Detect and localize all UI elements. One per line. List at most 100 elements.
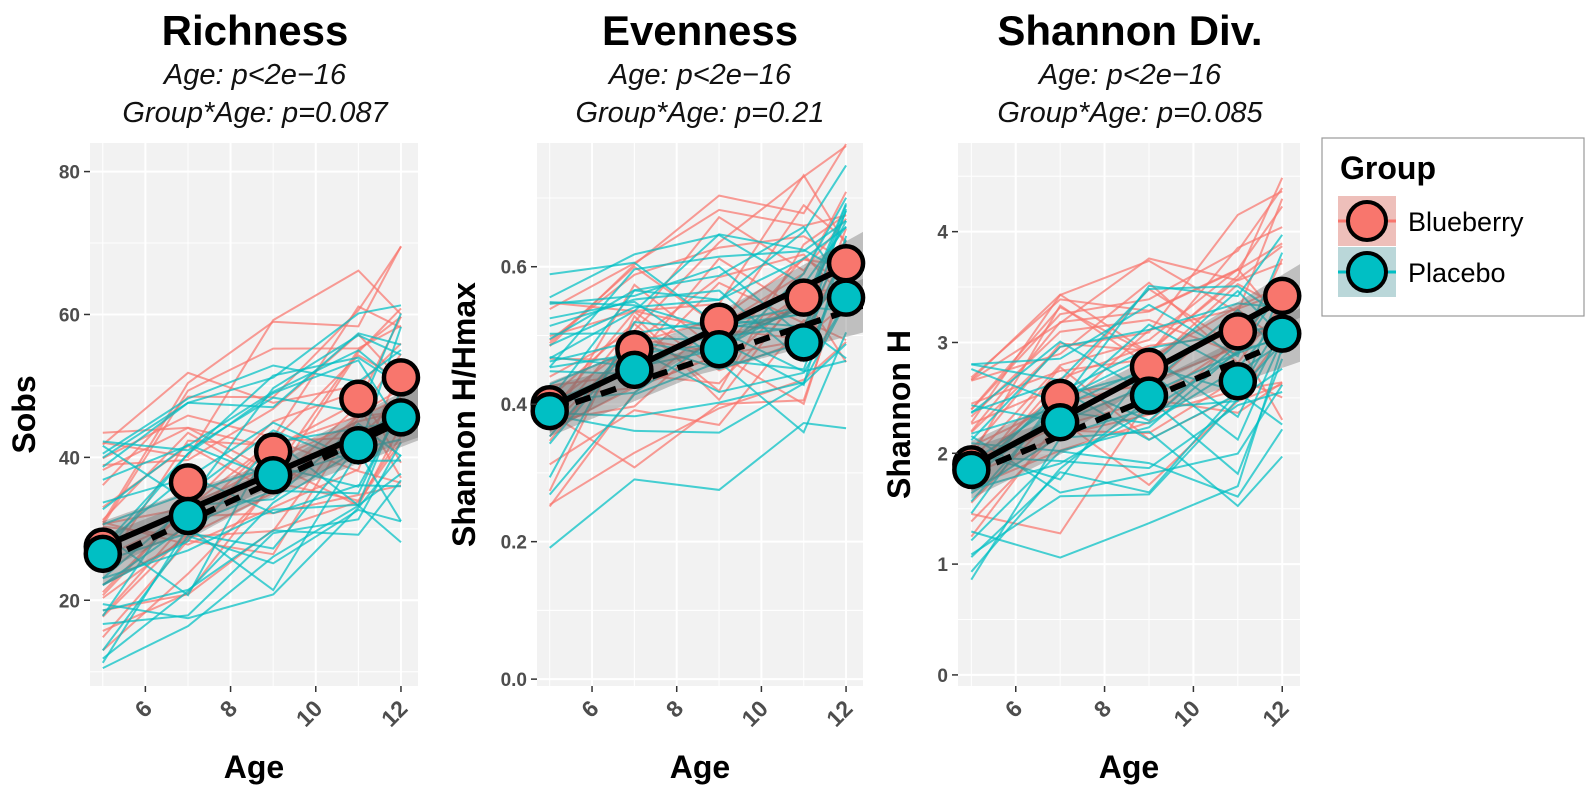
- trajectory-line: [102, 479, 402, 612]
- x-tick-label: 12: [376, 695, 412, 731]
- y-tick-label: 0.2: [501, 533, 527, 554]
- trajectory-line: [970, 390, 1283, 558]
- mean-point-placebo: [168, 496, 208, 536]
- y-tick-label: 0.4: [501, 395, 528, 416]
- mean-point-placebo: [1129, 376, 1169, 415]
- trajectory-line: [971, 391, 1283, 470]
- panel-subtitle-age: Age: p<2e−16: [607, 59, 792, 91]
- panel-evenness: 0.0 0.2 0.4 0.6 6 8 10 12 Evenness Age: p<2e−16 Gr…: [446, 7, 866, 785]
- panel-subtitle-age: Age: p<2e−16: [1037, 59, 1222, 91]
- trajectory-line: [549, 143, 847, 347]
- trajectory-line: [102, 349, 402, 481]
- trajectory-line: [970, 205, 1284, 379]
- mean-point-placebo: [826, 278, 866, 317]
- legend-key-blueberry-point: [1346, 200, 1388, 242]
- trajectory-line: [102, 332, 402, 468]
- trajectory-line: [102, 399, 402, 580]
- y-tick-label: 1: [937, 555, 948, 576]
- mean-point-placebo: [952, 450, 991, 490]
- mean-point-placebo: [784, 323, 823, 362]
- trajectory-line: [549, 225, 847, 299]
- y-tick-label: 60: [59, 305, 80, 326]
- trajectory-line: [102, 334, 402, 503]
- trajectory-line: [971, 285, 1283, 382]
- x-axis-label: Age: [224, 749, 284, 785]
- mean-point-placebo: [699, 329, 739, 369]
- mean-point-blueberry: [1218, 312, 1258, 351]
- panel-richness: 20 40 60 80 6 8 10 12 Richness Age: p<2e−16 Group*…: [6, 7, 421, 785]
- mean-point-blueberry: [381, 358, 421, 397]
- x-tick-label: 6: [1000, 695, 1027, 722]
- y-axis-label: Sobs: [6, 375, 42, 453]
- mean-point-placebo: [1040, 403, 1080, 442]
- mean-point-blueberry: [1262, 276, 1302, 316]
- panel-subtitle-group: Group*Age: p=0.087: [122, 97, 389, 129]
- mean-point-placebo: [339, 425, 378, 465]
- trajectory-line: [970, 267, 1283, 462]
- trajectory-line: [102, 441, 402, 625]
- trajectory-line: [970, 234, 1284, 406]
- trajectory-line: [970, 187, 1284, 411]
- x-tick-label: 10: [291, 695, 327, 731]
- trajectory-line: [102, 356, 402, 556]
- mean-point-blueberry: [339, 379, 378, 419]
- trajectory-line: [970, 302, 1283, 441]
- x-tick-label: 12: [1257, 695, 1293, 731]
- x-tick-label: 10: [1168, 695, 1204, 731]
- mean-point-blueberry: [826, 244, 866, 283]
- y-tick-label: 40: [59, 448, 80, 469]
- x-tick-label: 6: [576, 695, 603, 722]
- trajectory-line: [549, 208, 847, 310]
- mean-point-placebo: [253, 455, 293, 495]
- trajectory-line: [549, 421, 847, 549]
- x-axis-label: Age: [670, 749, 730, 785]
- legend-label-placebo: Placebo: [1408, 258, 1506, 288]
- mean-point-placebo: [83, 534, 123, 574]
- mean-point-placebo: [615, 350, 654, 390]
- trajectory-line: [102, 359, 402, 548]
- trajectory-line: [549, 226, 847, 347]
- trajectory-line: [549, 343, 847, 434]
- trajectory-line: [102, 313, 402, 452]
- mean-point-placebo: [530, 391, 569, 431]
- mean-points: [83, 358, 421, 574]
- mean-point-blueberry: [784, 278, 823, 317]
- fit-line-placebo: [970, 332, 1300, 476]
- mean-point-placebo: [1262, 314, 1302, 353]
- y-tick-label: 0.6: [501, 258, 527, 279]
- y-tick-label: 3: [937, 333, 948, 354]
- x-tick-label: 6: [129, 695, 156, 722]
- trajectory-line: [549, 235, 847, 342]
- y-tick-label: 80: [59, 163, 80, 184]
- x-tick-label: 8: [1089, 695, 1117, 723]
- x-axis-label: Age: [1099, 749, 1159, 785]
- y-tick-label: 4: [937, 223, 948, 244]
- trajectory-line: [101, 508, 402, 651]
- trajectory-line: [102, 304, 402, 459]
- trajectory-line: [970, 430, 1283, 581]
- mean-point-blueberry: [168, 463, 208, 502]
- trajectory-line: [102, 454, 402, 620]
- panel-subtitle-age: Age: p<2e−16: [162, 59, 347, 91]
- panel-title: Shannon Div.: [997, 7, 1262, 54]
- y-tick-label: 20: [59, 591, 80, 612]
- mean-points: [530, 244, 866, 431]
- panel-subtitle-group: Group*Age: p=0.085: [997, 97, 1263, 129]
- trajectory-line: [971, 346, 1284, 559]
- mean-points: [952, 276, 1302, 490]
- x-tick-label: 8: [215, 695, 243, 723]
- legend-key-placebo-point: [1346, 251, 1388, 293]
- x-tick-label: 8: [661, 695, 689, 723]
- legend-label-blueberry: Blueberry: [1408, 207, 1524, 237]
- y-tick-label: 2: [937, 444, 948, 465]
- panel-title: Evenness: [602, 7, 798, 54]
- y-axis-label: Shannon H: [881, 330, 917, 499]
- x-tick-label: 12: [821, 695, 857, 731]
- trajectory-line: [549, 301, 847, 418]
- x-tick-label: 10: [736, 695, 772, 731]
- panel-subtitle-group: Group*Age: p=0.21: [575, 97, 824, 129]
- y-tick-label: 0.0: [501, 670, 527, 691]
- panel-title: Richness: [162, 7, 349, 54]
